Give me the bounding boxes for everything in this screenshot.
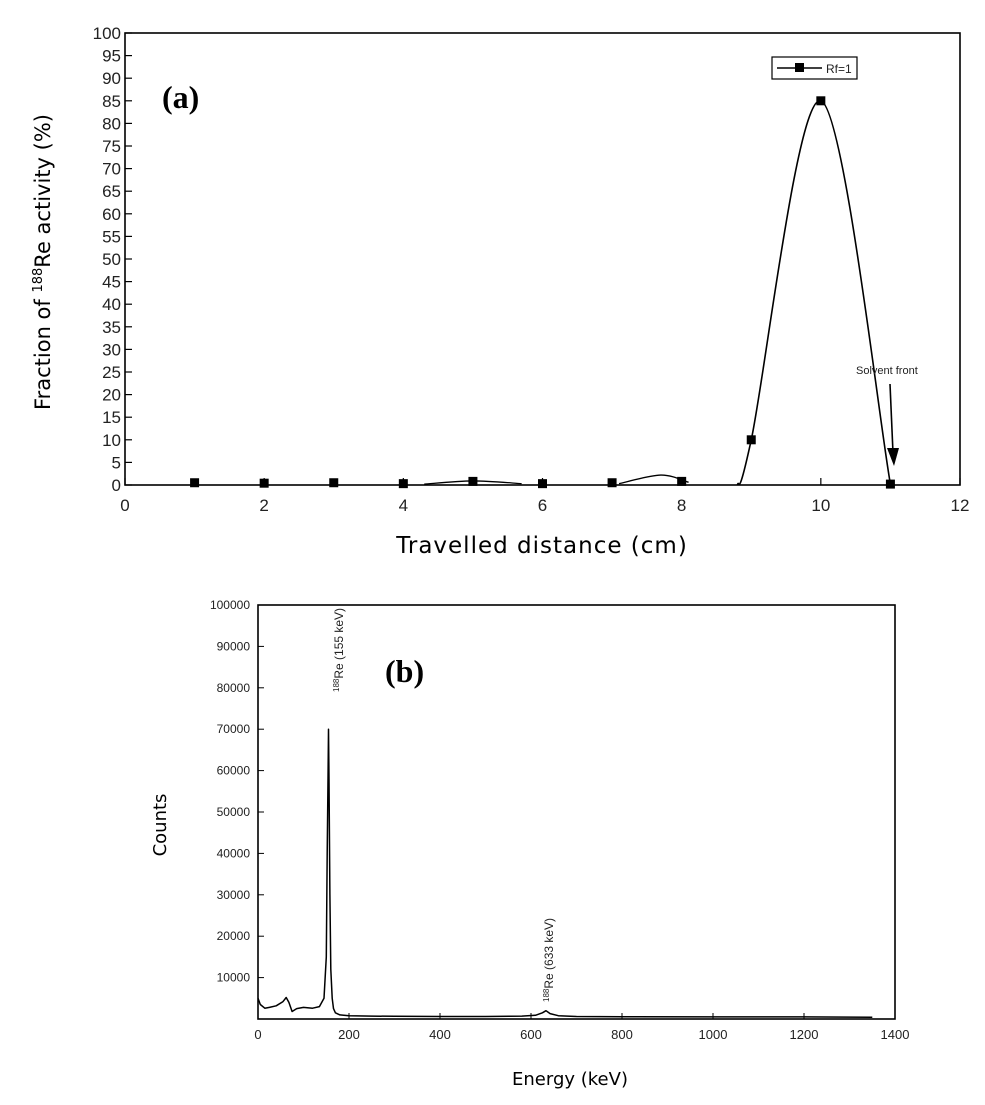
x-tick-label: 6	[538, 496, 547, 515]
legend-marker	[795, 63, 804, 72]
y-tick-label: 15	[102, 408, 121, 427]
x-tick-label: 200	[338, 1027, 360, 1042]
data-point	[885, 479, 895, 489]
panel-a-y-ticks: 0 5 10 15 20 25 30 35 40 45 50 55 60 65 70 75 80 85 90 95 10…	[93, 24, 132, 495]
x-tick-label: 4	[399, 496, 408, 515]
y-tick-label: 5	[112, 453, 121, 472]
x-tick-label: 2	[259, 496, 268, 515]
x-tick-label: 600	[520, 1027, 542, 1042]
data-point	[746, 435, 756, 445]
y-tick-label: 20	[102, 386, 121, 405]
data-point	[607, 478, 617, 488]
panel-b-plot-frame	[257, 604, 896, 1020]
panel-a-legend: Rf=1	[771, 56, 858, 80]
y-tick-label: 50	[102, 250, 121, 269]
y-tick-label: 40000	[217, 846, 251, 860]
y-tick-label: 60	[102, 205, 121, 224]
y-tick-label: 80000	[217, 681, 251, 695]
x-tick-label: 0	[254, 1027, 261, 1042]
fit-curve-peak	[736, 100, 892, 486]
x-tick-label: 1400	[881, 1027, 910, 1042]
x-tick-label: 1000	[699, 1027, 728, 1042]
y-tick-label: 75	[102, 137, 121, 156]
y-tick-label: 70000	[217, 722, 251, 736]
y-tick-label: 50000	[217, 805, 251, 819]
spectrum-line	[257, 728, 873, 1019]
panel-b-label: (b)	[385, 653, 424, 689]
peak-annotation-155kev: 188Re (155 keV)	[332, 608, 346, 692]
panel-a-plot-frame	[124, 32, 961, 486]
solvent-front-arrow	[887, 383, 899, 466]
y-tick-label: 20000	[217, 929, 251, 943]
data-point	[190, 478, 200, 488]
y-tick-label: 35	[102, 318, 121, 337]
panel-b-y-axis-title: Counts	[150, 794, 171, 857]
x-tick-label: 8	[677, 496, 686, 515]
y-tick-label: 70	[102, 160, 121, 179]
x-tick-label: 0	[120, 496, 129, 515]
data-point	[329, 478, 339, 488]
y-tick-label: 25	[102, 363, 121, 382]
panel-b-spectrum	[257, 728, 873, 1019]
y-tick-label: 85	[102, 92, 121, 111]
data-point	[468, 476, 478, 486]
panel-b-y-ticks: 10000 20000 30000 40000 50000 60000 70000 80000…	[210, 598, 264, 985]
y-tick-label: 10000	[217, 971, 251, 985]
y-tick-label: 100000	[210, 598, 250, 612]
legend-entry: Rf=1	[826, 62, 852, 76]
y-tick-label: 90	[102, 69, 121, 88]
y-tick-label: 90000	[217, 639, 251, 653]
y-tick-label: 10	[102, 431, 121, 450]
panel-a-chart: 0510152025303540455055606570758085909510…	[31, 24, 969, 559]
panel-b-x-ticks: 0 200 400 600 800 1000 1200 1400	[254, 1013, 909, 1042]
y-tick-label: 80	[102, 114, 121, 133]
data-point	[677, 476, 687, 486]
y-tick-label: 30	[102, 340, 121, 359]
x-tick-label: 1200	[790, 1027, 819, 1042]
data-point	[816, 96, 826, 106]
x-tick-label: 800	[611, 1027, 633, 1042]
y-tick-label: 40	[102, 295, 121, 314]
panel-a-x-axis-title: Travelled distance (cm)	[395, 533, 688, 559]
data-point	[398, 479, 408, 489]
y-tick-label: 100	[93, 24, 121, 43]
y-tick-label: 60000	[217, 764, 251, 778]
x-tick-label: 10	[811, 496, 830, 515]
y-tick-label: 45	[102, 273, 121, 292]
panel-a-data-points	[190, 96, 895, 489]
panel-a-label: (a)	[162, 79, 199, 115]
panel-b-x-axis-title: Energy (keV)	[512, 1069, 628, 1090]
panel-a-y-axis-title: Fraction of 188Re activity (%)	[31, 114, 55, 410]
data-point	[259, 478, 269, 488]
panel-b-chart: 1000020000300004000050000600007000080000…	[150, 598, 909, 1090]
x-tick-label: 400	[429, 1027, 451, 1042]
y-tick-label: 95	[102, 47, 121, 66]
y-tick-label: 0	[112, 476, 121, 495]
peak-annotation-633kev: 188Re (633 keV)	[542, 918, 556, 1002]
y-tick-label: 65	[102, 182, 121, 201]
panel-a-fitted-curve	[424, 100, 892, 486]
y-tick-label: 30000	[217, 888, 251, 902]
x-tick-label: 12	[951, 496, 970, 515]
y-tick-label: 55	[102, 227, 121, 246]
data-point	[538, 479, 547, 489]
solvent-front-annotation: Solvent front	[856, 365, 918, 377]
